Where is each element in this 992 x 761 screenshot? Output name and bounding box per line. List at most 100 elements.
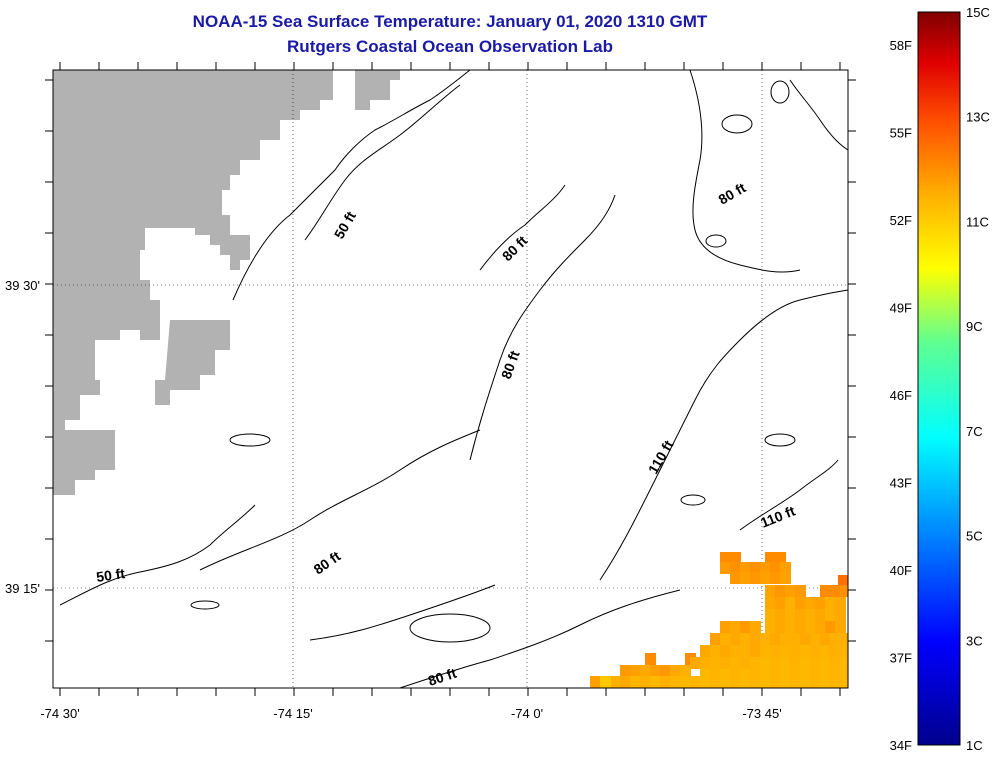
sst-pixel (805, 621, 816, 633)
sst-pixel (740, 679, 751, 688)
legend-c-label: 13C (966, 110, 990, 125)
sst-pixel (800, 657, 811, 669)
map-area: 50 ft 50 ft 80 ft 80 ft 80 ft 80 ft 80 f… (52, 69, 849, 689)
sst-pixel (795, 597, 806, 609)
sst-pixel (790, 679, 801, 688)
sst-pixel (765, 585, 776, 597)
sst-pixel (765, 609, 776, 621)
sst-pixel (730, 669, 741, 681)
sst-pixel (770, 679, 781, 688)
sst-pixel (825, 609, 836, 621)
contour-label-80ft-b: 80 ft (498, 348, 523, 381)
legend-f-label: 37F (890, 651, 912, 666)
sst-pixel (720, 669, 731, 681)
lon-label-3: -74 0' (511, 706, 543, 721)
contour-80ft-ridge (469, 194, 616, 461)
sst-pixel (775, 621, 786, 633)
sst-pixel (780, 572, 791, 584)
lon-label-1: -74 30' (40, 706, 79, 721)
sst-pixel (775, 609, 786, 621)
sst-pixel (840, 585, 848, 597)
sst-pixel (720, 621, 731, 633)
sst-pixel (645, 653, 656, 665)
sst-pixel (710, 669, 721, 681)
sst-pixel (840, 679, 848, 688)
sst-pixel (820, 645, 831, 657)
contour-50ft-south (59, 504, 256, 606)
contour-50ft-north (232, 69, 471, 301)
sst-pixel (775, 585, 786, 597)
land-inlet (355, 70, 400, 110)
sst-pixel (700, 645, 711, 657)
sst-pixel (740, 633, 751, 645)
sst-pixel (740, 621, 751, 633)
sst-pixel (610, 676, 621, 688)
sst-pixel (670, 676, 681, 688)
contour-80ft-far-south (309, 584, 496, 641)
sst-pixel (760, 679, 771, 688)
sst-data-pixels (590, 552, 848, 688)
sst-pixel (800, 633, 811, 645)
sst-pixel (750, 562, 761, 574)
sst-pixel (730, 633, 741, 645)
contour-label-80ft-d: 80 ft (426, 665, 459, 689)
lon-label-4: -73 45' (742, 706, 781, 721)
sst-pixel (740, 657, 751, 669)
sst-pixel (630, 676, 641, 688)
sst-pixel (730, 572, 741, 584)
sst-pixel (660, 665, 671, 677)
contour-50ft-mid (304, 84, 461, 241)
legend-f-label: 58F (890, 38, 912, 53)
contour-label-110ft-a: 110 ft (645, 437, 677, 476)
legend-c-label: 11C (966, 214, 989, 229)
legend-fahrenheit: 58F 55F 52F 49F 46F 43F 40F 37F 34F (890, 38, 912, 753)
sst-pixel (660, 676, 671, 688)
sst-pixel (820, 679, 831, 688)
sst-pixel (760, 657, 771, 669)
sst-pixel (775, 552, 786, 564)
sst-pixel (770, 562, 781, 574)
sst-pixel (650, 676, 661, 688)
grid-lines (53, 70, 848, 688)
sst-pixel (810, 669, 821, 681)
sst-pixel (815, 621, 826, 633)
sst-pixel (700, 657, 711, 669)
sst-pixel (650, 665, 661, 677)
contour-110ft-se (739, 459, 839, 531)
sst-pixel (730, 552, 741, 564)
sst-pixel (730, 657, 741, 669)
legend-f-label: 49F (890, 301, 912, 316)
sst-pixel (840, 669, 848, 681)
contour-label-50ft-south: 50 ft (95, 565, 126, 585)
sst-pixel (790, 657, 801, 669)
sst-pixel (780, 562, 791, 574)
sst-pixel (720, 633, 731, 645)
sst-pixel (795, 621, 806, 633)
sst-pixel (600, 676, 611, 688)
legend-f-label: 46F (890, 388, 912, 403)
sst-pixel (765, 597, 776, 609)
legend-f-label: 43F (890, 476, 912, 491)
contour-label-110ft-b: 110 ft (758, 502, 798, 530)
sst-pixel (830, 669, 841, 681)
sst-pixel (765, 621, 776, 633)
sst-pixel (780, 679, 791, 688)
sst-pixel (840, 633, 848, 645)
sst-pixel (750, 679, 761, 688)
map-title: NOAA-15 Sea Surface Temperature: January… (192, 12, 708, 31)
sst-pixel (760, 572, 771, 584)
sst-pixel (720, 645, 731, 657)
sst-pixel (760, 645, 771, 657)
sst-pixel (785, 585, 796, 597)
sst-pixel (770, 669, 781, 681)
lon-label-2: -74 15' (273, 706, 312, 721)
sst-pixel (810, 679, 821, 688)
legend-f-label: 40F (890, 563, 912, 578)
sst-pixel (640, 665, 651, 677)
sst-pixel (730, 645, 741, 657)
sst-pixel (830, 679, 841, 688)
sst-pixel (720, 562, 731, 574)
sst-pixel (825, 597, 836, 609)
sst-pixel (690, 657, 701, 669)
